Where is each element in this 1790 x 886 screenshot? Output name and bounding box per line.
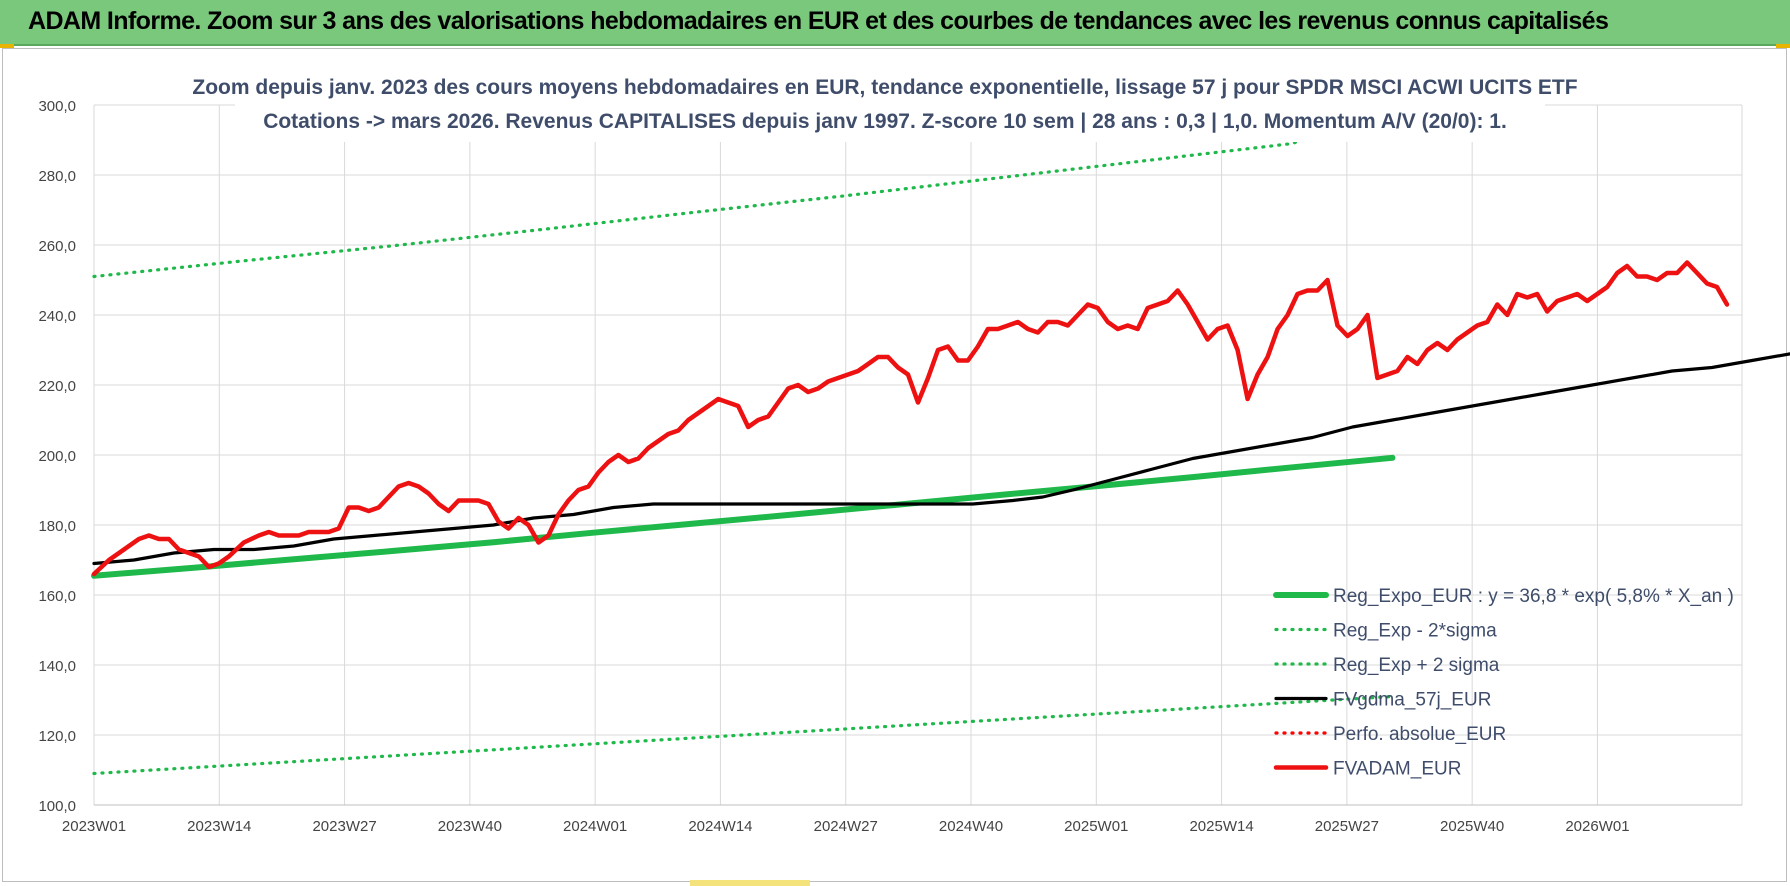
line-chart: 100,0 120,0 140,0 160,0 180,0 200,0 220,0 240,0… bbox=[38, 70, 1790, 835]
legend-label: Reg_Exp - 2*sigma bbox=[1333, 621, 1497, 642]
chart-title: Zoom depuis janv. 2023 des cours moyens … bbox=[192, 70, 1578, 142]
series-line-3 bbox=[92, 352, 1790, 566]
report-banner: ADAM Informe. Zoom sur 3 ans des valoris… bbox=[0, 0, 1790, 46]
series-line-1 bbox=[92, 694, 1394, 776]
y-tick-label: 140,0 bbox=[38, 658, 76, 675]
x-tick-label: 2024W01 bbox=[563, 818, 627, 835]
grid-lines bbox=[93, 104, 1743, 806]
series-group bbox=[91, 103, 1790, 776]
report-title: ADAM Informe. Zoom sur 3 ans des valoris… bbox=[28, 7, 1609, 35]
chart-title-line-2: Cotations -> mars 2026. Revenus CAPITALI… bbox=[263, 110, 1507, 133]
x-tick-label: 2023W27 bbox=[312, 818, 376, 835]
x-tick-label: 2025W27 bbox=[1315, 818, 1379, 835]
chart-title-line-1: Zoom depuis janv. 2023 des cours moyens … bbox=[192, 76, 1577, 99]
x-tick-label: 2023W01 bbox=[62, 818, 126, 835]
y-tick-label: 200,0 bbox=[38, 448, 76, 465]
x-tick-label: 2023W40 bbox=[438, 818, 502, 835]
y-tick-label: 160,0 bbox=[38, 588, 76, 605]
y-tick-label: 120,0 bbox=[38, 728, 76, 745]
series-line-0 bbox=[91, 454, 1396, 579]
y-tick-label: 240,0 bbox=[38, 308, 76, 325]
y-tick-label: 220,0 bbox=[38, 378, 76, 395]
x-tick-label: 2024W27 bbox=[814, 818, 878, 835]
y-tick-label: 280,0 bbox=[38, 168, 76, 185]
y-tick-label: 180,0 bbox=[38, 518, 76, 535]
sheet-tab-strip bbox=[690, 880, 810, 886]
x-tick-label: 2024W14 bbox=[688, 818, 752, 835]
legend-label: Reg_Expo_EUR : y = 36,8 * exp( 5,8% * X_… bbox=[1333, 586, 1734, 607]
x-tick-label: 2025W14 bbox=[1189, 818, 1253, 835]
y-tick-label: 300,0 bbox=[38, 98, 76, 115]
legend-label: Perfo. absolue_EUR bbox=[1333, 724, 1506, 745]
y-tick-label: 100,0 bbox=[38, 798, 76, 815]
chart-frame bbox=[2, 48, 1787, 882]
legend-label: Reg_Exp + 2 sigma bbox=[1333, 655, 1500, 676]
x-tick-label: 2024W40 bbox=[939, 818, 1003, 835]
x-tick-label: 2023W14 bbox=[187, 818, 251, 835]
x-axis: 2023W01 2023W14 2023W27 2023W40 2024W01 2024W… bbox=[62, 804, 1742, 835]
corner-mark-right bbox=[1776, 44, 1790, 48]
series-line-5 bbox=[91, 260, 1730, 577]
x-tick-label: 2026W01 bbox=[1565, 818, 1629, 835]
legend-label: FVADAM_EUR bbox=[1333, 759, 1461, 780]
y-axis: 100,0 120,0 140,0 160,0 180,0 200,0 220,0 240,0… bbox=[38, 98, 76, 815]
legend-label: FVgdma_57j_EUR bbox=[1333, 690, 1491, 711]
corner-mark-left bbox=[0, 44, 14, 48]
legend: Reg_Expo_EUR : y = 36,8 * exp( 5,8% * X_… bbox=[1273, 586, 1734, 780]
chart-title-background bbox=[235, 70, 1545, 142]
x-tick-label: 2025W01 bbox=[1064, 818, 1128, 835]
y-tick-label: 260,0 bbox=[38, 238, 76, 255]
x-tick-label: 2025W40 bbox=[1440, 818, 1504, 835]
series-line-2 bbox=[92, 103, 1394, 279]
